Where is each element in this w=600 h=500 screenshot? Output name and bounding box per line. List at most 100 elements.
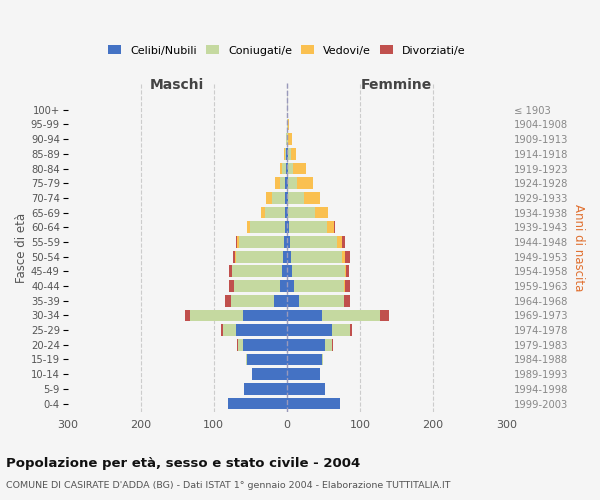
Bar: [282, 266, 287, 277]
Bar: [229, 280, 234, 292]
Bar: [280, 280, 287, 292]
Bar: [292, 266, 344, 277]
Bar: [272, 192, 286, 204]
Bar: [287, 266, 292, 277]
Bar: [266, 192, 272, 204]
Bar: [237, 236, 239, 248]
Y-axis label: Anni di nascita: Anni di nascita: [572, 204, 585, 292]
Bar: [304, 192, 320, 204]
Y-axis label: Fasce di età: Fasce di età: [15, 213, 28, 283]
Bar: [221, 324, 223, 336]
Bar: [287, 280, 294, 292]
Bar: [229, 266, 232, 277]
Bar: [286, 178, 287, 189]
Bar: [287, 236, 290, 248]
Bar: [284, 222, 287, 233]
Bar: [286, 148, 287, 160]
Bar: [314, 206, 328, 218]
Bar: [287, 324, 332, 336]
Bar: [287, 310, 322, 322]
Bar: [344, 251, 350, 262]
Bar: [286, 134, 287, 145]
Bar: [274, 295, 287, 306]
Bar: [290, 251, 341, 262]
Bar: [322, 310, 380, 322]
Bar: [289, 178, 297, 189]
Bar: [325, 339, 332, 350]
Bar: [280, 162, 283, 174]
Bar: [286, 162, 287, 174]
Bar: [265, 206, 286, 218]
Bar: [344, 295, 350, 306]
Bar: [287, 222, 289, 233]
Text: Popolazione per età, sesso e stato civile - 2004: Popolazione per età, sesso e stato civil…: [6, 458, 360, 470]
Bar: [287, 148, 290, 160]
Bar: [334, 222, 335, 233]
Bar: [287, 206, 289, 218]
Bar: [223, 324, 236, 336]
Bar: [290, 148, 296, 160]
Bar: [289, 192, 304, 204]
Legend: Celibi/Nubili, Coniugati/e, Vedovi/e, Divorziati/e: Celibi/Nubili, Coniugati/e, Vedovi/e, Di…: [106, 43, 468, 58]
Bar: [287, 295, 299, 306]
Bar: [287, 162, 293, 174]
Bar: [236, 324, 287, 336]
Bar: [232, 295, 274, 306]
Bar: [332, 324, 350, 336]
Text: COMUNE DI CASIRATE D'ADDA (BG) - Dati ISTAT 1° gennaio 2004 - Elaborazione TUTTI: COMUNE DI CASIRATE D'ADDA (BG) - Dati IS…: [6, 481, 451, 490]
Bar: [244, 383, 287, 394]
Bar: [234, 280, 280, 292]
Bar: [293, 162, 306, 174]
Bar: [287, 354, 322, 366]
Bar: [380, 310, 389, 322]
Bar: [287, 398, 340, 409]
Bar: [252, 368, 287, 380]
Bar: [287, 368, 320, 380]
Bar: [332, 339, 333, 350]
Bar: [190, 310, 243, 322]
Bar: [226, 295, 232, 306]
Bar: [344, 266, 346, 277]
Bar: [239, 236, 284, 248]
Bar: [322, 354, 323, 366]
Bar: [229, 398, 287, 409]
Bar: [246, 354, 247, 366]
Bar: [236, 236, 237, 248]
Bar: [287, 192, 289, 204]
Bar: [287, 251, 290, 262]
Bar: [261, 206, 265, 218]
Bar: [247, 222, 250, 233]
Bar: [287, 118, 289, 130]
Bar: [297, 178, 313, 189]
Bar: [344, 280, 350, 292]
Bar: [287, 134, 289, 145]
Bar: [290, 236, 337, 248]
Bar: [284, 148, 286, 160]
Bar: [275, 178, 280, 189]
Bar: [327, 222, 334, 233]
Text: Femmine: Femmine: [361, 78, 432, 92]
Bar: [280, 178, 286, 189]
Bar: [286, 192, 287, 204]
Text: Maschi: Maschi: [150, 78, 205, 92]
Bar: [289, 134, 292, 145]
Bar: [185, 310, 190, 322]
Bar: [289, 206, 314, 218]
Bar: [284, 236, 287, 248]
Bar: [294, 280, 344, 292]
Bar: [343, 236, 344, 248]
Bar: [341, 251, 344, 262]
Bar: [337, 236, 343, 248]
Bar: [243, 310, 287, 322]
Bar: [287, 339, 325, 350]
Bar: [250, 222, 284, 233]
Bar: [299, 295, 344, 306]
Bar: [233, 251, 235, 262]
Bar: [283, 162, 286, 174]
Bar: [247, 354, 287, 366]
Bar: [287, 178, 289, 189]
Bar: [232, 266, 282, 277]
Bar: [346, 266, 349, 277]
Bar: [287, 383, 325, 394]
Bar: [238, 339, 243, 350]
